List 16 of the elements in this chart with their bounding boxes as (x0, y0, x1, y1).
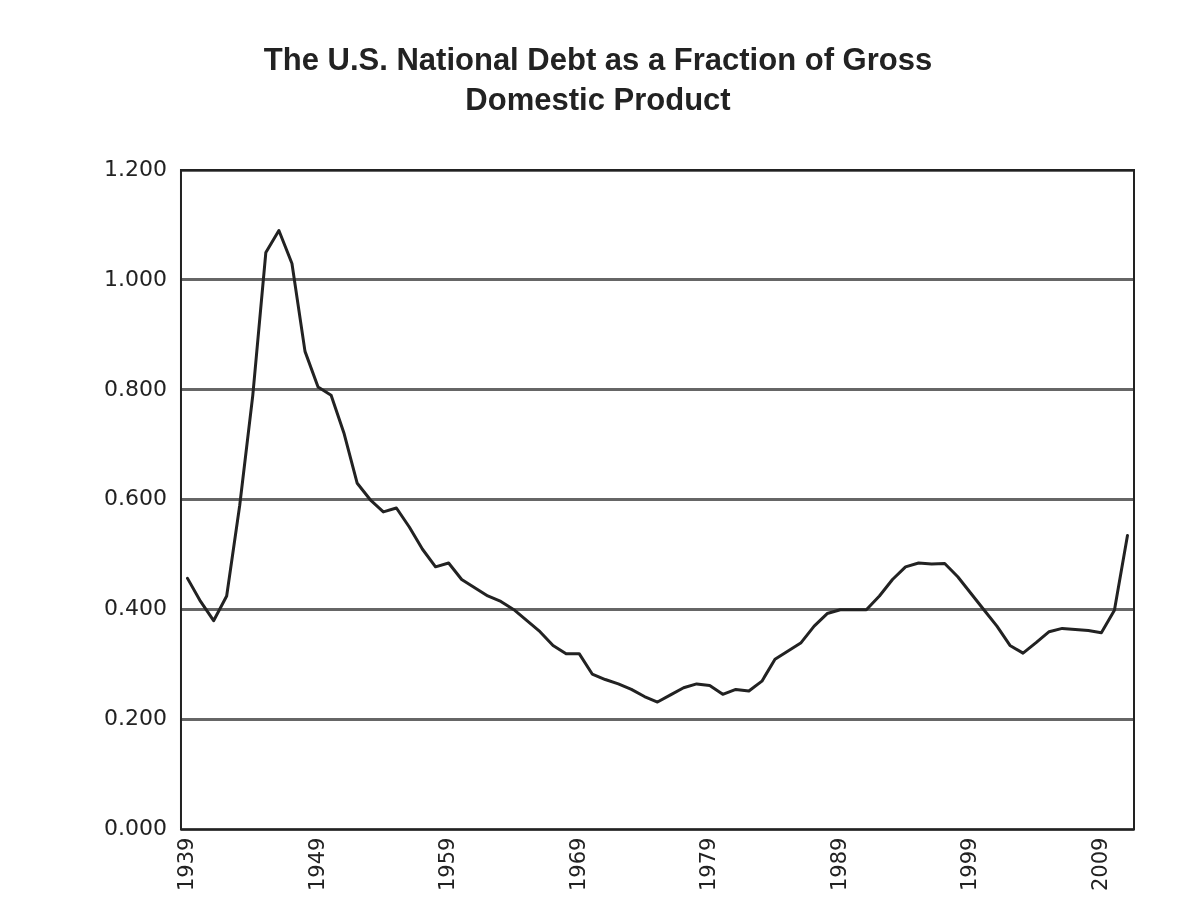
y-tick-label: 0.800 (104, 375, 167, 401)
y-tick-label: 1.200 (104, 155, 167, 181)
chart-title: The U.S. National Debt as a Fraction of Gross Domestic Product (262, 41, 934, 119)
y-tick-label: 0.200 (104, 705, 167, 731)
y-tick-label: 0.000 (104, 815, 167, 841)
x-tick-label: 1979 (696, 837, 721, 892)
x-tick-label: 1949 (304, 837, 329, 892)
x-tick-label: 1969 (565, 837, 590, 892)
x-tick-label: 1999 (957, 837, 982, 892)
y-tick-label: 0.400 (104, 595, 167, 621)
y-tick-label: 1.000 (104, 265, 167, 291)
y-tick-label: 0.600 (104, 485, 167, 511)
x-tick-label: 1939 (173, 837, 198, 892)
x-tick-label: 1959 (435, 837, 460, 892)
x-tick-label: 1989 (826, 837, 851, 892)
x-tick-label: 2009 (1087, 837, 1112, 892)
